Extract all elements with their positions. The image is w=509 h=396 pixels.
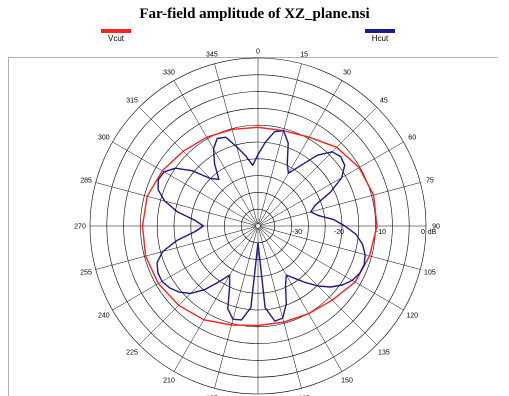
grid-spoke-330 — [173, 80, 258, 225]
angle-tick-label-270: 270 — [74, 224, 86, 231]
grid-spoke-345 — [214, 63, 258, 225]
legend-item-vcut: Vcut — [86, 29, 146, 43]
grid-spoke-285 — [95, 182, 257, 226]
angle-tick-label-120: 120 — [406, 313, 418, 320]
angle-tick-label-0: 0 — [256, 49, 260, 56]
angle-tick-label-15: 15 — [300, 52, 308, 59]
grid-spoke-105 — [259, 226, 421, 270]
angle-tick-label-285: 285 — [80, 177, 92, 184]
angle-tick-label-210: 210 — [163, 378, 175, 385]
legend-label-hcut: Hcut — [371, 34, 389, 43]
angle-tick-label-75: 75 — [426, 177, 434, 184]
series-line-hcut — [156, 130, 366, 322]
angle-tick-label-300: 300 — [98, 135, 110, 142]
grid-spoke-165 — [258, 227, 302, 389]
angle-tick-label-345: 345 — [206, 52, 218, 59]
grid-spoke-60 — [259, 141, 404, 226]
angle-tick-label-225: 225 — [126, 349, 138, 356]
legend-item-hcut: Hcut — [350, 29, 410, 43]
radial-tick-label-neg10: -10 — [376, 229, 386, 236]
grid-spoke-45 — [259, 107, 377, 225]
grid-spoke-210 — [173, 227, 258, 372]
series-line-vcut — [141, 126, 378, 327]
polar-grid — [89, 57, 427, 395]
angle-tick-label-330: 330 — [163, 69, 175, 76]
angle-tick-label-90: 90 — [432, 224, 440, 231]
grid-spoke-315 — [139, 107, 257, 225]
grid-spoke-300 — [112, 141, 257, 226]
grid-spoke-225 — [139, 227, 257, 345]
angle-tick-label-45: 45 — [380, 98, 388, 105]
chart-title: Far-field amplitude of XZ_plane.nsi — [139, 6, 370, 22]
grid-spoke-120 — [259, 226, 404, 311]
plot-frame — [8, 57, 498, 396]
angle-tick-label-240: 240 — [98, 313, 110, 320]
angle-tick-label-135: 135 — [378, 349, 390, 356]
grid-spoke-195 — [214, 227, 258, 389]
angle-tick-label-315: 315 — [126, 98, 138, 105]
series-layer — [141, 126, 378, 327]
angle-tick-label-150: 150 — [341, 378, 353, 385]
angle-tick-label-105: 105 — [424, 270, 436, 277]
grid-spoke-240 — [112, 226, 257, 311]
angle-tick-label-30: 30 — [343, 69, 351, 76]
radial-tick-label-0: 0 — [421, 229, 425, 236]
grid-spoke-30 — [258, 80, 343, 225]
legend-swatch-vcut — [101, 29, 131, 33]
legend-swatch-hcut — [365, 29, 395, 33]
radial-tick-label-neg20: -20 — [334, 229, 344, 236]
radial-unit-label: dB — [428, 229, 437, 236]
label-layer: 0153045607590105120135150165180195210225… — [74, 49, 440, 396]
angle-tick-label-60: 60 — [408, 135, 416, 142]
angle-tick-label-255: 255 — [80, 270, 92, 277]
grid-spoke-150 — [258, 227, 343, 372]
legend-label-vcut: Vcut — [107, 34, 124, 43]
radial-tick-label-neg30: -30 — [292, 229, 302, 236]
grid-spoke-15 — [258, 63, 302, 225]
grid-spoke-255 — [95, 226, 257, 270]
grid-spoke-75 — [259, 182, 421, 226]
